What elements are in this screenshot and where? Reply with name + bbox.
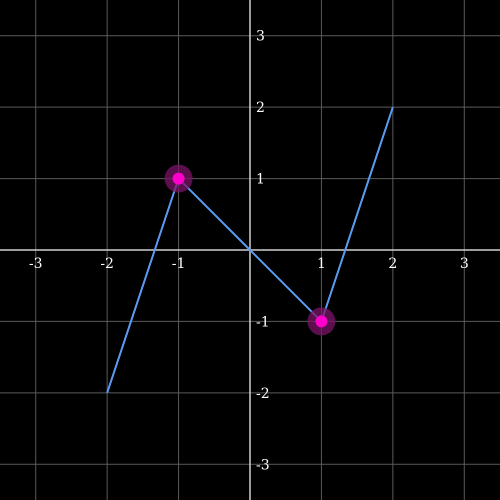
x-tick-label: -2 [100,256,114,272]
x-tick-label: -1 [172,256,186,272]
x-tick-label: 3 [460,256,469,272]
data-series [106,106,394,394]
x-tick-label: 2 [388,256,397,272]
y-tick-label: 2 [256,100,265,116]
y-tick-label: -3 [256,457,270,473]
x-tick-label: -3 [29,256,43,272]
y-tick-label: -2 [256,386,270,402]
series-line [106,106,394,394]
y-tick-label: 1 [256,172,265,188]
y-tick-label: -1 [256,314,270,330]
x-tick-labels: -3 -2 -1 1 2 3 [29,256,469,272]
highlighted-points [164,164,336,336]
x-tick-label: 1 [317,256,326,272]
y-tick-label: 3 [256,29,265,45]
data-point[interactable] [172,172,185,185]
y-tick-labels: 3 2 1 -1 -2 -3 [256,29,270,474]
data-point[interactable] [315,315,328,328]
